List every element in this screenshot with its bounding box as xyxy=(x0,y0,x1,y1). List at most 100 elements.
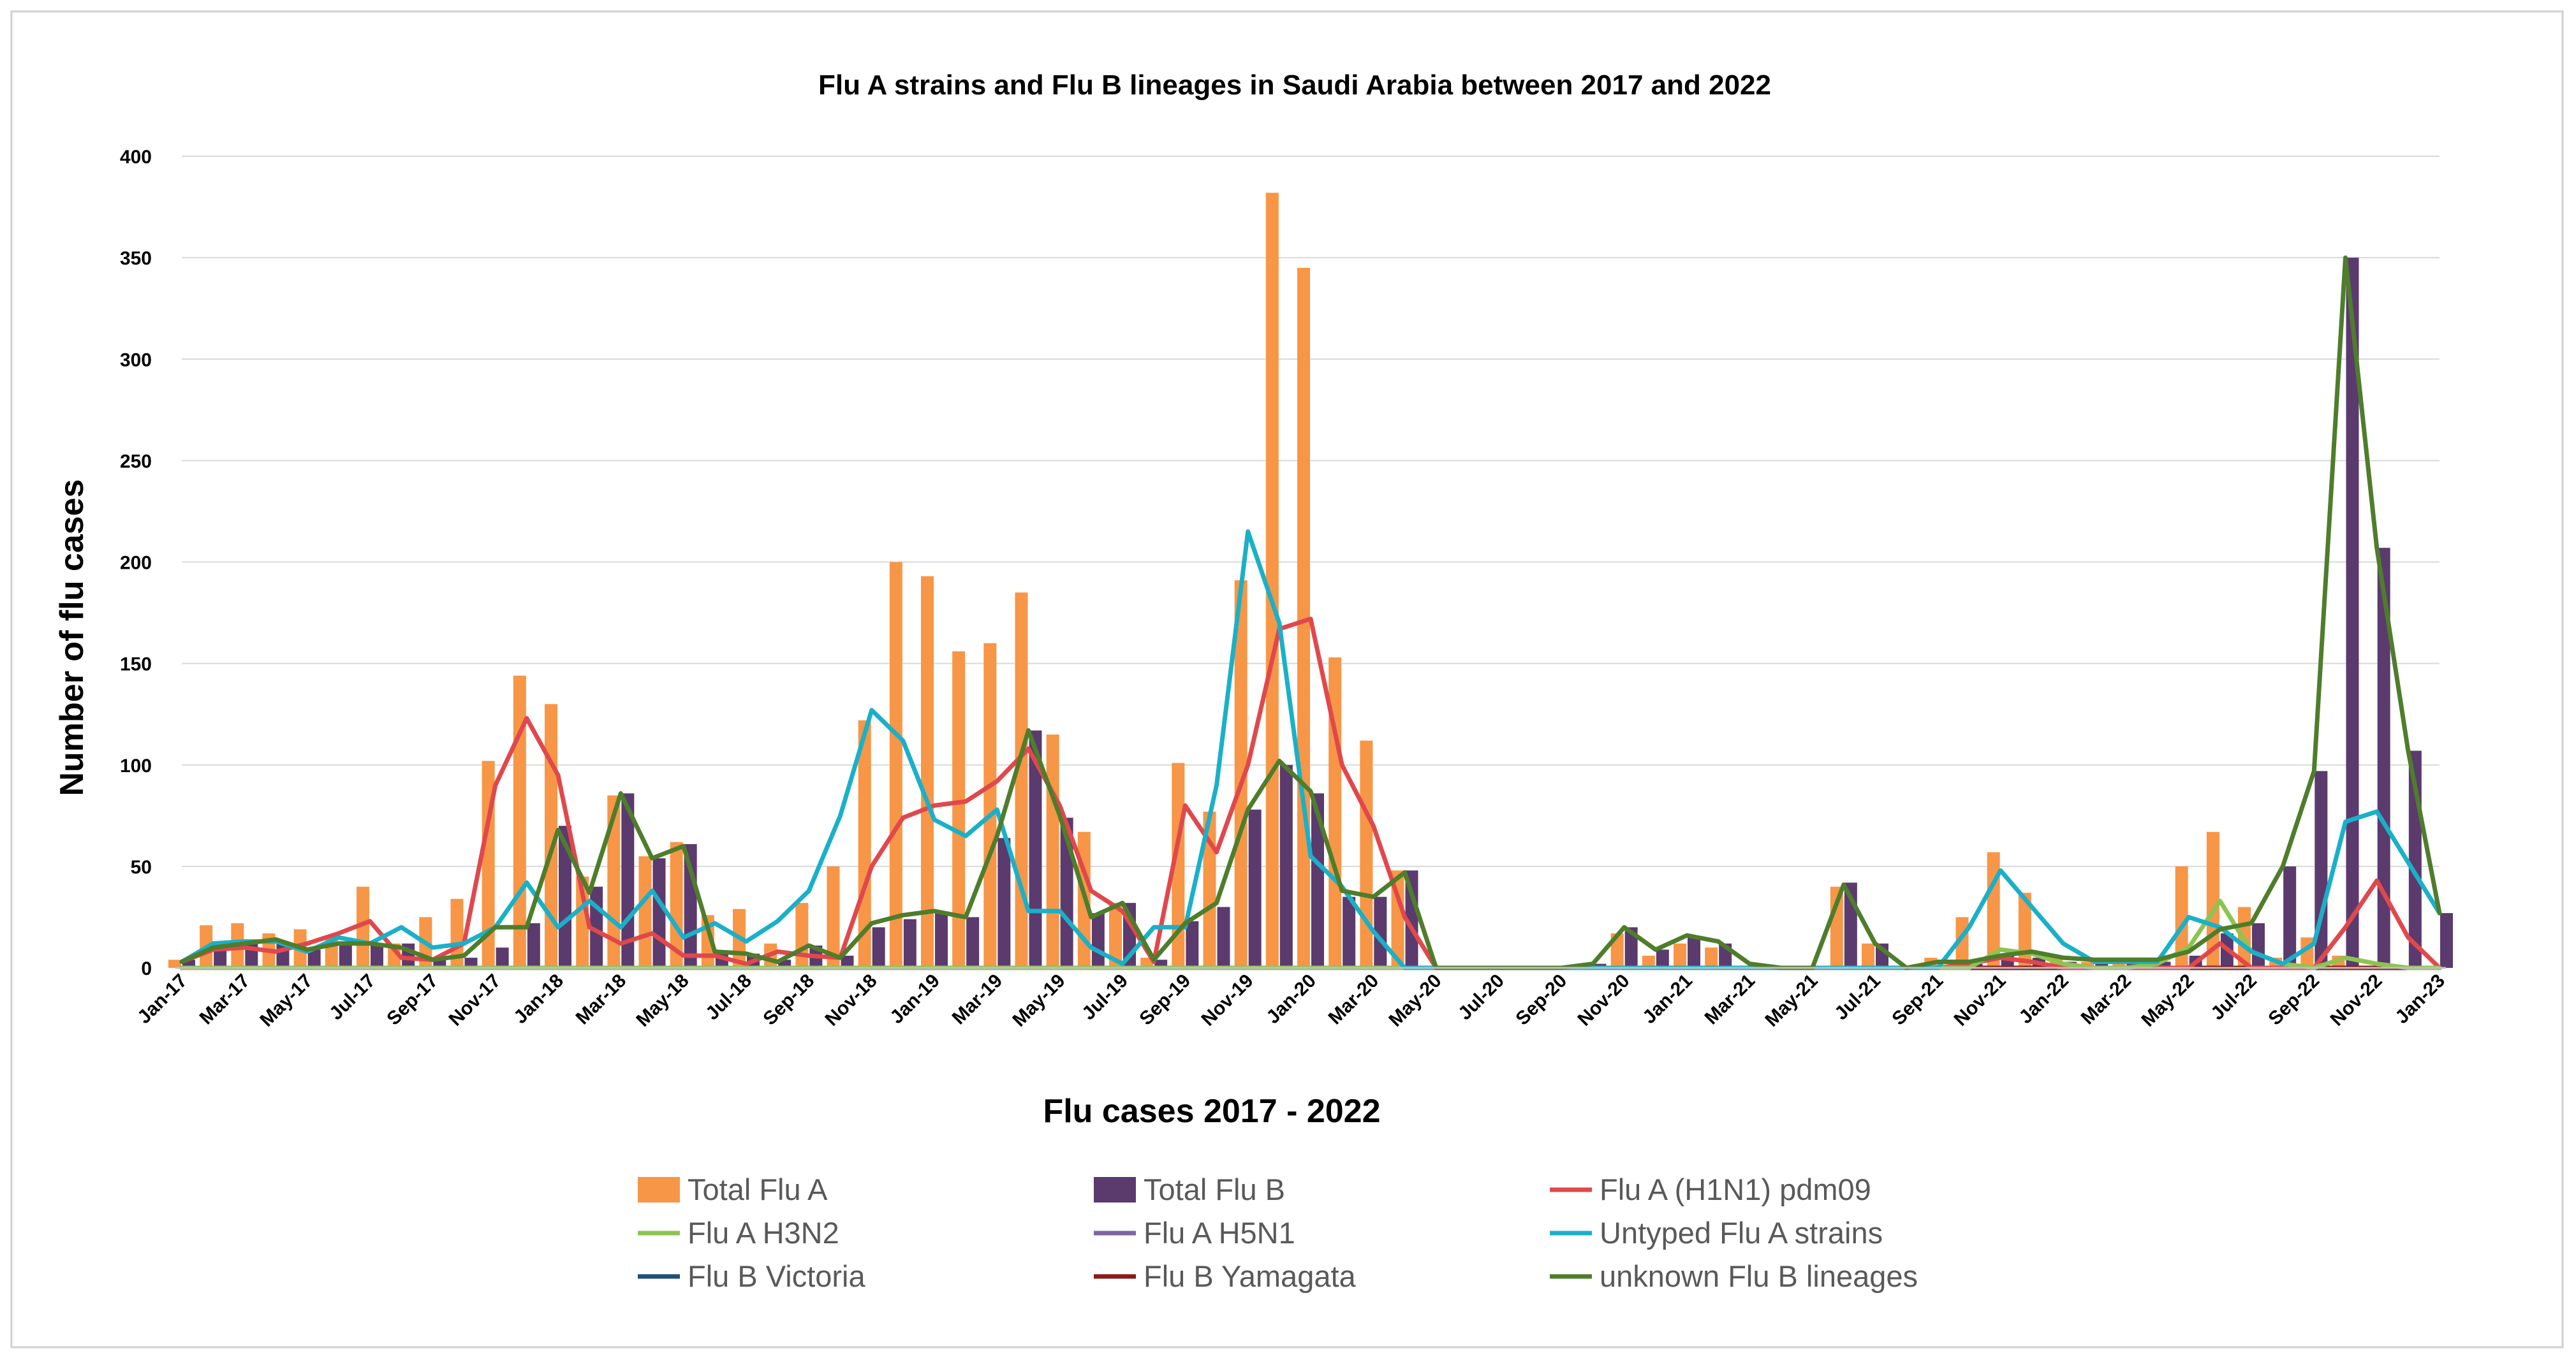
bar-total-flu-a xyxy=(1203,811,1216,968)
bar-total-flu-b xyxy=(339,943,352,968)
bar-total-flu-a xyxy=(2112,961,2126,968)
bar-total-flu-a xyxy=(1391,870,1404,968)
bar-total-flu-b xyxy=(2346,258,2359,968)
bar-total-flu-a xyxy=(795,903,809,968)
bar-total-flu-b xyxy=(1279,764,1293,968)
legend-label: Flu A H5N1 xyxy=(1144,1216,1295,1250)
legend-label: Flu A H3N2 xyxy=(688,1216,839,1250)
legend-item: unknown Flu B lineages xyxy=(1550,1259,1918,1293)
bar-total-flu-a xyxy=(670,842,683,968)
legend-item: Total Flu B xyxy=(1094,1173,1285,1206)
bar-total-flu-b xyxy=(2440,913,2453,968)
x-axis-label: Flu cases 2017 - 2022 xyxy=(1043,1093,1380,1130)
bar-total-flu-b xyxy=(872,927,885,968)
bar-total-flu-a xyxy=(1234,580,1248,968)
bar-total-flu-a xyxy=(921,576,934,968)
bar-total-flu-a xyxy=(1862,943,1874,968)
bar-total-flu-a xyxy=(858,720,871,968)
bar-total-flu-a xyxy=(357,886,369,968)
bar-total-flu-b xyxy=(1688,937,1700,968)
bar-total-flu-a xyxy=(168,960,181,968)
bar-total-flu-a xyxy=(1705,947,1718,968)
bar-total-flu-b xyxy=(903,919,916,968)
chart-title: Flu A strains and Flu B lineages in Saud… xyxy=(818,69,1771,101)
bar-total-flu-b xyxy=(371,943,383,968)
legend-label: Flu B Yamagata xyxy=(1144,1259,1357,1293)
bar-total-flu-b xyxy=(2377,548,2390,968)
legend-item: Flu B Victoria xyxy=(638,1259,865,1293)
legend-label: Total Flu B xyxy=(1144,1173,1285,1206)
gridlines xyxy=(182,156,2440,867)
y-tick-label: 400 xyxy=(120,147,152,168)
bar-total-flu-a xyxy=(1109,903,1122,968)
bar-total-flu-b xyxy=(652,858,666,968)
bar-total-flu-b xyxy=(841,955,854,968)
bar-total-flu-a xyxy=(1046,735,1059,968)
bar-total-flu-b xyxy=(559,826,571,968)
y-axis-label: Number of flu cases xyxy=(54,479,91,796)
bar-total-flu-b xyxy=(214,947,227,968)
bar-total-flu-b xyxy=(1405,870,1418,968)
bar-total-flu-b xyxy=(2252,923,2265,968)
bar-total-flu-a xyxy=(827,866,840,968)
legend-label: unknown Flu B lineages xyxy=(1600,1259,1918,1293)
bar-total-flu-a xyxy=(952,651,966,968)
legend-item: Untyped Flu A strains xyxy=(1550,1216,1883,1250)
bar-total-flu-a xyxy=(2018,893,2031,968)
legend: Total Flu A Total Flu B Flu A (H1N1) pdm09… xyxy=(638,1173,1918,1293)
y-tick-label: 250 xyxy=(120,451,152,472)
bar-total-flu-a xyxy=(1674,943,1686,968)
bar-total-flu-b xyxy=(496,947,509,968)
bar-total-flu-b xyxy=(1656,949,1669,968)
legend-label: Total Flu A xyxy=(688,1173,828,1206)
y-tick-label: 350 xyxy=(120,248,152,269)
bar-total-flu-b xyxy=(1248,809,1262,968)
y-axis-ticks: 0 50 100 150 200 250 300 350 400 xyxy=(120,147,152,979)
bar-total-flu-b xyxy=(1374,896,1387,968)
bar-total-flu-b xyxy=(2095,961,2109,968)
bar-total-flu-b xyxy=(527,923,540,968)
bar-total-flu-a xyxy=(983,643,997,968)
bar-total-flu-a xyxy=(889,562,902,968)
legend-item: Total Flu A xyxy=(638,1173,828,1206)
bar-total-flu-b xyxy=(2283,866,2297,968)
bar-total-flu-a xyxy=(1015,592,1028,968)
bar-total-flu-b xyxy=(1311,793,1324,968)
bar-total-flu-b xyxy=(1217,907,1230,968)
bar-total-flu-a xyxy=(1328,657,1342,968)
bar-total-flu-b xyxy=(1624,927,1638,968)
y-tick-label: 200 xyxy=(120,553,152,574)
bar-total-flu-b xyxy=(2315,771,2328,968)
bar-total-flu-a xyxy=(1642,955,1655,968)
y-tick-label: 50 xyxy=(131,857,152,878)
bar-total-flu-a xyxy=(1265,193,1279,968)
bar-total-flu-b xyxy=(966,917,980,968)
bar-total-flu-a xyxy=(1140,958,1154,968)
y-tick-label: 0 xyxy=(141,958,152,979)
legend-swatch xyxy=(638,1177,680,1203)
bar-total-flu-a xyxy=(2175,866,2188,968)
line-untyped-flu-a-strains xyxy=(179,529,2442,970)
legend-item: Flu A H3N2 xyxy=(638,1216,839,1250)
legend-swatch xyxy=(1094,1177,1136,1203)
bar-total-flu-b xyxy=(997,838,1011,968)
line-unknown-flu-b-lineages xyxy=(179,255,2442,970)
bar-total-flu-a xyxy=(638,856,652,968)
bar-total-flu-b xyxy=(464,958,478,968)
legend-label: Untyped Flu A strains xyxy=(1600,1216,1883,1250)
bar-total-flu-a xyxy=(388,943,401,968)
legend-label: Flu A (H1N1) pdm09 xyxy=(1600,1173,1871,1206)
legend-item: Flu A H5N1 xyxy=(1094,1216,1295,1250)
y-tick-label: 300 xyxy=(120,349,152,370)
y-tick-label: 100 xyxy=(120,756,152,777)
legend-item: Flu A (H1N1) pdm09 xyxy=(1550,1173,1871,1206)
bar-total-flu-b xyxy=(935,913,948,968)
bar-total-flu-a xyxy=(1360,740,1373,968)
legend-item: Flu B Yamagata xyxy=(1094,1259,1357,1293)
y-tick-label: 150 xyxy=(120,654,152,675)
bar-total-flu-b xyxy=(1029,730,1042,968)
legend-label: Flu B Victoria xyxy=(688,1259,865,1293)
bar-total-flu-b xyxy=(1343,896,1356,968)
